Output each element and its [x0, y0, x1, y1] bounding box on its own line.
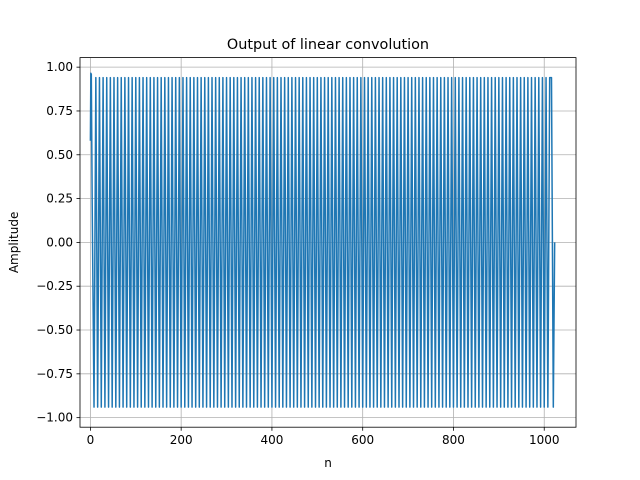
- x-axis-label: n: [324, 456, 332, 470]
- y-tick-label: 0.75: [46, 104, 73, 118]
- y-tick-label: 1.00: [46, 60, 73, 74]
- y-tick-label: −0.75: [36, 367, 73, 381]
- series-group: [89, 72, 556, 408]
- y-tick-label: −0.25: [36, 279, 73, 293]
- x-tick-label: 200: [170, 433, 193, 447]
- y-tick-label: −0.50: [36, 323, 73, 337]
- x-tick-label: 800: [442, 433, 465, 447]
- x-tick-label: 400: [260, 433, 283, 447]
- x-tick-label: 0: [87, 433, 95, 447]
- y-axis-label: Amplitude: [7, 212, 21, 274]
- x-axis: 0 200 400 600 800 1000: [87, 427, 560, 447]
- x-tick-label: 1000: [529, 433, 560, 447]
- y-axis: −1.00 −0.75 −0.50 −0.25 0.00 0.25 0.50 0.75 1.00: [36, 60, 80, 425]
- y-tick-label: 0.50: [46, 148, 73, 162]
- y-tick-label: 0.00: [46, 235, 73, 249]
- y-tick-label: 0.25: [46, 192, 73, 206]
- chart-title: Output of linear convolution: [227, 37, 429, 53]
- y-tick-label: −1.00: [36, 411, 73, 425]
- signal-line: [89, 72, 556, 408]
- x-tick-label: 600: [351, 433, 374, 447]
